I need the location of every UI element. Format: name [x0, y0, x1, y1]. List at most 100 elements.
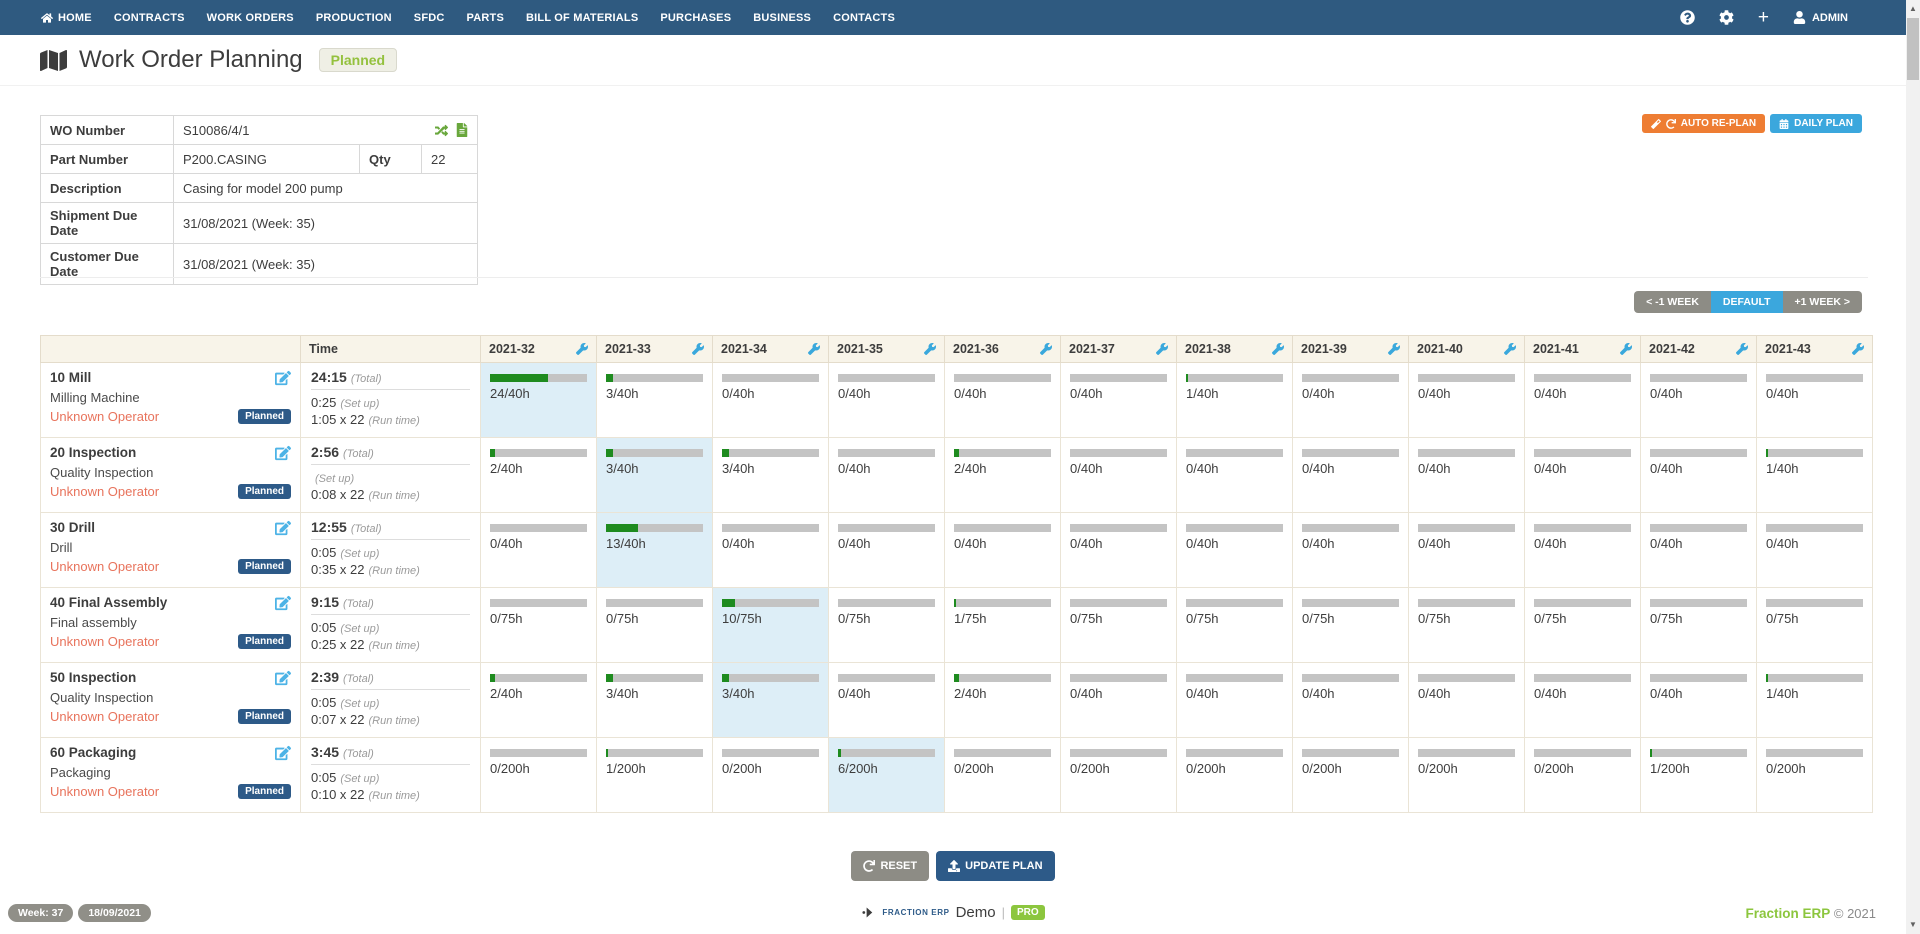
auto-replan-button[interactable]: AUTO RE-PLAN: [1641, 114, 1766, 133]
resource-name: Quality Inspection: [50, 465, 154, 480]
hours-label: 2/40h: [954, 461, 987, 476]
nav-item-contracts[interactable]: CONTRACTS: [103, 0, 196, 35]
week-hours-cell: 2/40h: [944, 662, 1061, 738]
nav-item-work-orders[interactable]: WORK ORDERS: [196, 0, 305, 35]
settings-gear-button[interactable]: [1719, 10, 1734, 25]
week-hours-cell: 0/40h: [828, 362, 945, 438]
hours-label: 1/200h: [1650, 761, 1690, 776]
nav-item-contacts[interactable]: CONTACTS: [822, 0, 906, 35]
wrench-icon[interactable]: [808, 343, 820, 355]
invoice-icon[interactable]: [456, 123, 468, 137]
hours-label: 0/40h: [1766, 386, 1799, 401]
nav-item-label: CONTRACTS: [113, 11, 185, 24]
capacity-bar: [1418, 749, 1515, 757]
week-hours-cell: 0/75h: [596, 587, 713, 663]
week-column-header: 2021-42: [1640, 335, 1757, 363]
week-hours-cell: 0/75h: [1292, 587, 1409, 663]
update-plan-button[interactable]: UPDATE PLAN: [936, 851, 1055, 881]
page-scrollbar[interactable]: ▲ ▼: [1906, 0, 1920, 934]
hours-label: 0/40h: [954, 536, 987, 551]
hours-label: 0/75h: [490, 611, 523, 626]
qty-value: 22: [421, 144, 478, 174]
edit-operation-icon[interactable]: [275, 520, 291, 536]
capacity-bar: [1766, 374, 1863, 382]
week-label: 2021-42: [1649, 342, 1695, 356]
operation-cell: 10 Mill Milling Machine Unknown Operator Pl…: [40, 362, 301, 438]
wrench-icon[interactable]: [924, 343, 936, 355]
capacity-bar: [954, 674, 1051, 682]
next-week-button[interactable]: +1 WEEK >: [1782, 291, 1862, 313]
nav-item-parts[interactable]: PARTS: [456, 0, 515, 35]
time-cell: 24:15 (Total) 0:25 (Set up) 1:05 x 22 (Run ti…: [300, 362, 481, 438]
week-hours-cell: 3/40h: [596, 662, 713, 738]
shuffle-icon[interactable]: [434, 124, 449, 137]
wrench-icon[interactable]: [1852, 343, 1864, 355]
edit-operation-icon[interactable]: [275, 445, 291, 461]
operation-row: 10 Mill Milling Machine Unknown Operator Pl…: [40, 362, 1873, 438]
wrench-icon[interactable]: [1504, 343, 1516, 355]
wo-number-label: WO Number: [40, 115, 174, 145]
week-hours-cell: 1/40h: [1176, 362, 1293, 438]
wrench-icon[interactable]: [1156, 343, 1168, 355]
navbar-right: + ADMIN: [1680, 8, 1848, 27]
week-column-header: 2021-41: [1524, 335, 1641, 363]
edit-operation-icon[interactable]: [275, 670, 291, 686]
daily-plan-button[interactable]: DAILY PLAN: [1770, 114, 1862, 133]
edit-operation-icon[interactable]: [275, 370, 291, 386]
capacity-bar: [1650, 599, 1747, 607]
capacity-bar: [954, 449, 1051, 457]
resource-name: Drill: [50, 540, 73, 555]
edit-operation-icon[interactable]: [275, 745, 291, 761]
nav-item-production[interactable]: PRODUCTION: [305, 0, 403, 35]
nav-item-bill-of-materials[interactable]: BILL OF MATERIALS: [515, 0, 649, 35]
hours-label: 0/40h: [1302, 386, 1335, 401]
add-button[interactable]: +: [1757, 7, 1769, 28]
hours-label: 0/200h: [954, 761, 994, 776]
week-hours-cell: 0/40h: [828, 512, 945, 588]
hours-label: 0/75h: [1650, 611, 1683, 626]
runtime-suffix: (Run time): [368, 640, 420, 652]
wrench-icon[interactable]: [1272, 343, 1284, 355]
scrollbar-up-arrow[interactable]: ▲: [1909, 4, 1917, 13]
scrollbar-thumb[interactable]: [1907, 18, 1919, 80]
capacity-bar: [1302, 449, 1399, 457]
hours-label: 0/40h: [1650, 461, 1683, 476]
wrench-icon[interactable]: [692, 343, 704, 355]
week-column-header: 2021-39: [1292, 335, 1409, 363]
week-hours-cell: 0/40h: [1640, 437, 1757, 513]
capacity-bar: [1418, 374, 1515, 382]
hours-label: 13/40h: [606, 536, 646, 551]
capacity-bar: [1302, 524, 1399, 532]
week-hours-cell: 0/40h: [1640, 362, 1757, 438]
setup-suffix: (Set up): [340, 398, 380, 410]
wrench-icon[interactable]: [576, 343, 588, 355]
nav-item-sfdc[interactable]: SFDC: [403, 0, 456, 35]
edit-operation-icon[interactable]: [275, 595, 291, 611]
wrench-icon[interactable]: [1040, 343, 1052, 355]
hours-label: 0/75h: [838, 611, 871, 626]
wrench-icon[interactable]: [1620, 343, 1632, 355]
help-button[interactable]: [1680, 10, 1695, 25]
week-hours-cell: 0/200h: [480, 737, 597, 813]
hours-label: 0/40h: [838, 536, 871, 551]
nav-item-home[interactable]: HOME: [30, 0, 103, 35]
top-navbar: HOME CONTRACTS WORK ORDERS PRODUCTION SFDC PA…: [0, 0, 1906, 35]
nav-item-purchases[interactable]: PURCHASES: [649, 0, 742, 35]
capacity-bar: [1186, 749, 1283, 757]
nav-item-business[interactable]: BUSINESS: [742, 0, 822, 35]
hours-label: 0/40h: [838, 461, 871, 476]
setup-suffix: (Set up): [340, 623, 380, 635]
week-hours-cell: 1/75h: [944, 587, 1061, 663]
prev-week-button[interactable]: < -1 WEEK: [1634, 291, 1711, 313]
scrollbar-down-arrow[interactable]: ▼: [1909, 920, 1917, 929]
reset-button[interactable]: RESET: [851, 851, 930, 881]
hours-label: 0/200h: [722, 761, 762, 776]
hours-label: 0/40h: [1070, 461, 1103, 476]
hours-label: 3/40h: [606, 686, 639, 701]
wrench-icon[interactable]: [1388, 343, 1400, 355]
wrench-icon[interactable]: [1736, 343, 1748, 355]
user-menu[interactable]: ADMIN: [1793, 11, 1848, 24]
capacity-bar: [722, 599, 819, 607]
week-hours-cell: 0/75h: [1756, 587, 1873, 663]
default-week-button[interactable]: DEFAULT: [1710, 291, 1783, 313]
